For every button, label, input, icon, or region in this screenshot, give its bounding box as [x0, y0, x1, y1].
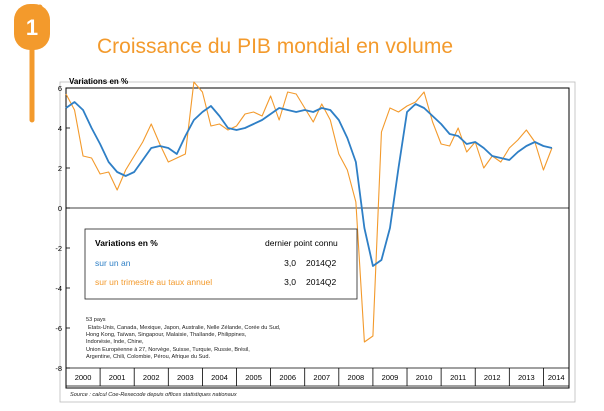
- legend-frame: [84, 228, 358, 300]
- series-line-quarterly: [65, 81, 553, 343]
- x-tick-label: 2001: [109, 373, 126, 382]
- legend-label-annual: sur un an: [95, 258, 131, 268]
- source-note: Source : calcul Coe-Rexecode depuis offi…: [70, 392, 237, 398]
- y-tick-label: -6: [55, 324, 62, 333]
- x-tick-label: 2008: [348, 373, 365, 382]
- x-tick-label: 2000: [75, 373, 92, 382]
- note-line: Hong Kong, Taïwan, Singapour, Malaisie, …: [86, 332, 247, 338]
- note-line: Argentine, Chili, Colombie, Pérou, Afriq…: [86, 354, 211, 360]
- y-tick-label: 2: [58, 164, 62, 173]
- legend-label-quarterly: sur un trimestre au taux annuel: [95, 277, 212, 287]
- chart-outer-border: [59, 81, 576, 403]
- x-tick-label: 2002: [143, 373, 160, 382]
- y-tick-label: -2: [55, 244, 62, 253]
- x-tick-label: 2007: [313, 373, 330, 382]
- x-tick-label: 2010: [416, 373, 433, 382]
- y-tick-label: 6: [58, 84, 62, 93]
- y-tick-label: -8: [55, 364, 62, 373]
- legend-header: Variations en %: [95, 238, 158, 248]
- y-tick-label: 4: [58, 124, 62, 133]
- header-number-badge: [14, 4, 50, 50]
- x-axis: 2000 2001 2002 2003 2004 2005 2006 2007 2008 2009…: [65, 367, 570, 387]
- header-number: 1: [26, 15, 38, 40]
- plot-series: [65, 81, 553, 343]
- note-line: Etats-Unis, Canada, Mexique, Japon, Aust…: [88, 325, 281, 331]
- x-tick-label: 2012: [484, 373, 501, 382]
- header-decoration: 1 Croissance du PIB mondial en volume: [14, 4, 453, 123]
- legend-period-annual: 2014Q2: [306, 258, 337, 268]
- country-note: 53 pays Etats-Unis, Canada, Mexique, Jap…: [86, 317, 281, 360]
- x-tick-label: 2009: [382, 373, 399, 382]
- x-tick-label: 2004: [211, 373, 228, 382]
- x-tick-label: 2011: [450, 373, 466, 382]
- x-tick-label: 2005: [245, 373, 262, 382]
- x-tick-label: 2006: [279, 373, 296, 382]
- x-tick-label: 2014: [548, 373, 565, 382]
- legend-box: Variations en % dernier point connu sur …: [84, 228, 358, 300]
- x-tick-label: 2003: [177, 373, 194, 382]
- x-tick-label: 2013: [518, 373, 535, 382]
- y-axis-title: Variations en %: [69, 77, 128, 86]
- y-tick-label: -4: [55, 284, 62, 293]
- legend-period-quarterly: 2014Q2: [306, 277, 337, 287]
- legend-value-quarterly: 3,0: [284, 277, 296, 287]
- legend-value-annual: 3,0: [284, 258, 296, 268]
- page-title: Croissance du PIB mondial en volume: [97, 35, 453, 58]
- legend-column-header: dernier point connu: [265, 238, 338, 248]
- note-line: Indonésie, Inde, Chine,: [86, 339, 144, 345]
- y-tick-label: 0: [58, 204, 62, 213]
- note-line: Union Européenne à 27, Norvège, Suisse, …: [86, 347, 250, 353]
- series-line-annual: [65, 101, 553, 267]
- note-line: 53 pays: [86, 317, 106, 323]
